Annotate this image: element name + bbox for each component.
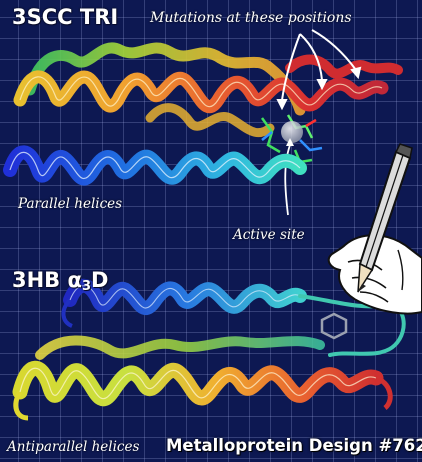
parallel-helices-label: Parallel helices: [18, 196, 123, 212]
protein-title-3hb: 3HB α3D: [12, 268, 108, 294]
helix-top-green: [24, 42, 306, 116]
mutations-annotation: Mutations at these positions: [150, 10, 352, 26]
helix-parallel: [3, 145, 307, 186]
antiparallel-helices-label: Antiparallel helices: [7, 439, 140, 455]
title-3hb-suffix: D: [90, 268, 109, 292]
mutation-arrows: [276, 29, 362, 111]
pencil-icon: [357, 143, 413, 293]
helix-top-tail: [285, 54, 403, 79]
helix-top-lower: [145, 103, 275, 138]
helix-bottom-rear: [35, 335, 325, 360]
active-site-label: Active site: [233, 227, 305, 243]
drawing-hand-icon: [327, 234, 422, 315]
footer-title: Metalloprotein Design #762: [166, 436, 422, 455]
connecting-loop: [298, 294, 406, 357]
active-site-arrow: [284, 144, 291, 216]
helix-bottom-front: [12, 360, 393, 421]
phenyl-ring: [320, 312, 348, 340]
helix-middle-blue: [61, 278, 307, 328]
helix-top-main: [13, 70, 389, 114]
protein-title-3scc: 3SCC TRI: [12, 5, 119, 29]
active-site-arrowhead: [286, 138, 294, 146]
title-3hb-prefix: 3HB α: [12, 268, 82, 292]
title-3hb-subscript: 3: [81, 279, 91, 294]
metal-ion-sphere: [281, 121, 303, 143]
